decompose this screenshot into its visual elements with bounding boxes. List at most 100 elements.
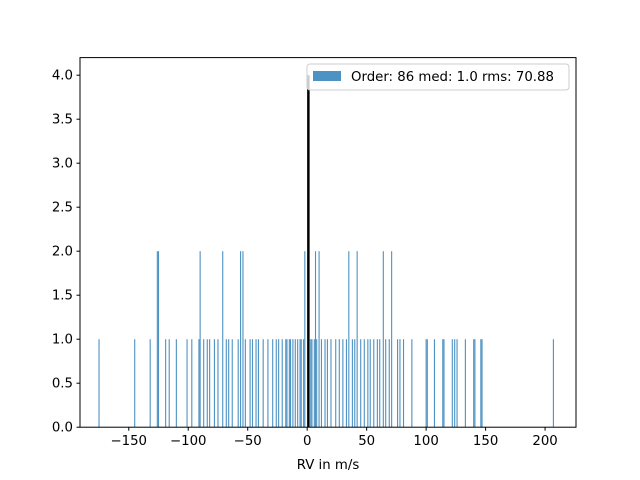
histogram-bar xyxy=(320,339,323,428)
histogram-bar xyxy=(262,339,264,428)
histogram-bar xyxy=(318,251,320,428)
histogram-bar xyxy=(199,251,201,428)
histogram-bar xyxy=(237,339,239,428)
histogram-bar xyxy=(425,339,427,428)
histogram-bar xyxy=(157,251,160,428)
x-tick-label: −150 xyxy=(111,434,148,449)
histogram-bar xyxy=(275,339,277,428)
histogram-bar xyxy=(433,339,436,428)
histogram-bar xyxy=(297,339,299,428)
y-tick-label: 4.0 xyxy=(52,69,73,84)
x-tick-label: 100 xyxy=(413,434,438,449)
histogram-bar xyxy=(267,339,269,428)
y-tick-label: 0.0 xyxy=(52,421,73,436)
histogram-bar xyxy=(149,339,151,428)
histogram-bar xyxy=(168,339,170,428)
histogram-bar xyxy=(388,339,390,428)
histogram-bar xyxy=(464,339,466,428)
x-tick-label: 200 xyxy=(532,434,557,449)
histogram-bar xyxy=(473,339,475,428)
histogram-bar xyxy=(335,339,337,428)
histogram-bar xyxy=(354,339,356,428)
histogram-bar xyxy=(281,339,283,428)
legend-box xyxy=(306,63,570,91)
histogram-bar xyxy=(311,339,313,428)
histogram-bar xyxy=(288,339,290,428)
histogram-bar xyxy=(397,339,399,428)
histogram-bar xyxy=(225,339,227,428)
histogram-bar xyxy=(222,251,224,428)
histogram-bar xyxy=(249,339,251,428)
histogram-bar xyxy=(209,339,211,428)
histogram-bar xyxy=(451,339,453,428)
histogram-bar xyxy=(294,339,296,428)
y-tick-label: 0.5 xyxy=(52,377,73,392)
histogram-bar xyxy=(257,339,259,428)
x-tick-label: 0 xyxy=(303,434,311,449)
histogram-bar xyxy=(175,339,177,428)
histogram-bar xyxy=(272,339,274,428)
x-tick-label: 150 xyxy=(473,434,498,449)
x-axis-label: RV in m/s xyxy=(297,458,360,473)
histogram-bar xyxy=(186,339,188,428)
histogram-bar xyxy=(474,339,476,428)
histogram-bar xyxy=(342,339,344,428)
y-tick-label: 3.0 xyxy=(52,157,73,172)
histogram-bar xyxy=(330,339,332,428)
histogram-bar xyxy=(369,339,371,428)
histogram-bar xyxy=(191,339,193,428)
histogram-bar xyxy=(314,251,317,428)
y-tick-label: 3.5 xyxy=(52,113,73,128)
histogram-bar xyxy=(338,339,340,428)
histogram-bar xyxy=(402,339,405,428)
histogram-bar xyxy=(255,339,257,428)
y-tick-label: 2.5 xyxy=(52,201,73,216)
histogram-bar xyxy=(480,339,482,428)
histogram-bar xyxy=(213,339,215,428)
histogram-bar xyxy=(391,251,393,428)
histogram-bar xyxy=(231,339,233,428)
histogram-bar xyxy=(98,339,100,428)
histogram-bar xyxy=(399,339,401,428)
histogram-bar xyxy=(217,339,219,428)
histogram-bar xyxy=(454,339,456,428)
histogram-bar xyxy=(313,339,315,428)
histogram-bar xyxy=(303,339,305,428)
histogram-bar xyxy=(289,339,292,428)
histogram-bar xyxy=(442,339,444,428)
histogram-bars xyxy=(98,75,554,428)
legend-swatch xyxy=(313,71,341,81)
histogram-bar xyxy=(316,339,318,428)
y-tick-label: 1.5 xyxy=(52,289,73,304)
histogram-bar xyxy=(286,339,288,428)
y-tick-label: 1.0 xyxy=(52,333,73,348)
histogram-bar xyxy=(244,339,246,428)
histogram-bar xyxy=(456,339,458,428)
histogram-bar xyxy=(310,339,312,428)
histogram-bar xyxy=(324,339,326,428)
histogram-bar xyxy=(552,339,554,428)
histogram-bar xyxy=(385,339,387,428)
legend: Order: 86 med: 1.0 rms: 70.88 xyxy=(306,63,570,91)
histogram-bar xyxy=(351,339,353,428)
histogram-bar xyxy=(363,339,365,428)
y-tick-label: 2.0 xyxy=(52,245,73,260)
histogram-bar xyxy=(481,339,483,428)
histogram-bar xyxy=(326,339,328,428)
histogram-bar xyxy=(345,339,347,428)
histogram-bar xyxy=(379,339,381,428)
histogram-bar xyxy=(134,339,136,428)
histogram-bar xyxy=(251,339,254,428)
histogram-bar xyxy=(198,339,200,428)
histogram-bar xyxy=(356,251,358,428)
histogram-bar xyxy=(278,339,280,428)
x-tick-label: −50 xyxy=(234,434,262,449)
histogram-bar xyxy=(285,339,287,428)
histogram-bar xyxy=(304,251,306,428)
histogram-bar xyxy=(376,339,378,428)
histogram-bar xyxy=(206,339,208,428)
histogram-bar xyxy=(360,339,362,428)
histogram-bar xyxy=(165,339,167,428)
histogram-bar xyxy=(443,339,445,428)
histogram-bar xyxy=(203,339,205,428)
